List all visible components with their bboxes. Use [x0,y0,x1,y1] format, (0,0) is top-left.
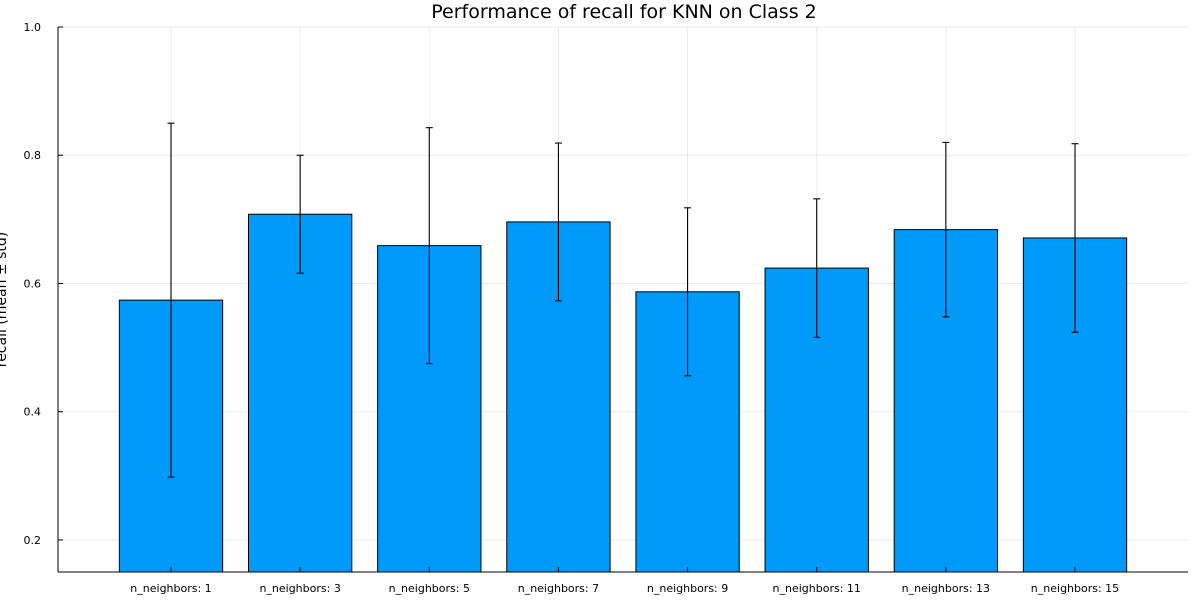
y-tick-label: 0.4 [24,406,42,419]
error-bar-6 [813,198,821,338]
y-tick-label: 0.6 [24,277,42,290]
x-tick-label: n_neighbors: 15 [1031,582,1119,595]
bar-2 [247,213,353,573]
x-tick-label: n_neighbors: 13 [902,582,990,595]
y-tick-label: 0.8 [24,149,42,162]
x-tick-label: n_neighbors: 1 [130,582,211,595]
error-bar-7 [942,141,950,318]
chart-title: Performance of recall for KNN on Class 2 [431,1,816,23]
x-tick-label: n_neighbors: 9 [647,582,728,595]
x-tick-labels: n_neighbors: 1 n_neighbors: 3 n_neighbors:… [130,582,1119,595]
y-tick-label: 0.2 [24,534,42,547]
grid-lines [58,26,1188,572]
error-bar-3 [425,127,433,365]
error-bar-5 [684,207,692,377]
axes [57,26,1188,573]
x-tick-label: n_neighbors: 11 [773,582,861,595]
bars [118,213,1128,573]
error-bar-2 [296,154,304,274]
y-axis-label: recall (mean ± std) [0,232,10,368]
y-tick-label: 1.0 [24,21,42,34]
error-bar-8 [1071,143,1079,333]
y-tick-labels: 0.2 0.4 0.6 0.8 1.0 [24,21,42,547]
x-tick-label: n_neighbors: 3 [259,582,340,595]
x-tick-label: n_neighbors: 7 [518,582,599,595]
error-bar-1 [167,122,175,478]
error-bar-4 [554,142,562,302]
x-tick-label: n_neighbors: 5 [389,582,470,595]
error-bars [167,122,1079,478]
